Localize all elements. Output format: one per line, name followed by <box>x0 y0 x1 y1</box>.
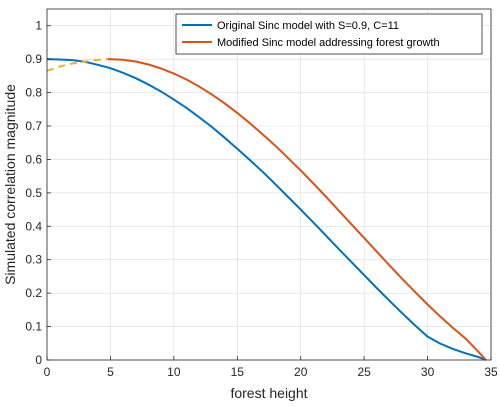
legend: Original Sinc model with S=0.9, C=11 Modi… <box>175 13 483 55</box>
series-layer <box>46 58 487 361</box>
series-line-0 <box>46 58 487 361</box>
y-tick-label: 1 <box>35 19 42 33</box>
x-tick-label: 20 <box>294 365 308 379</box>
y-axis-label: Simulated correlation magnitude <box>2 84 18 285</box>
series-line-1 <box>107 58 487 361</box>
tick-layer: 0 5 10 15 20 25 30 35 0 0.1 0.2 0.3 0.4 0.5 0.6 0.7 0.8 0… <box>25 19 498 379</box>
x-tick-label: 10 <box>167 365 181 379</box>
y-tick-label: 0 <box>35 353 42 367</box>
y-tick-label: 0.8 <box>25 86 42 100</box>
y-tick-label: 0.7 <box>25 119 42 133</box>
x-tick-label: 5 <box>107 365 114 379</box>
y-tick-label: 0.3 <box>25 253 42 267</box>
y-tick-label: 0.9 <box>25 52 42 66</box>
x-tick-label: 35 <box>484 365 498 379</box>
plot-frame <box>46 8 492 361</box>
series-line-2 <box>46 58 108 72</box>
legend-box <box>175 13 483 55</box>
y-tick-label: 0.2 <box>25 286 42 300</box>
y-tick-label: 0.5 <box>25 186 42 200</box>
x-tick-label: 0 <box>44 365 51 379</box>
legend-entry: Modified Sinc model addressing forest gr… <box>217 37 440 49</box>
y-tick-label: 0.1 <box>25 320 42 334</box>
x-axis-label: forest height <box>230 385 307 401</box>
grid <box>46 9 492 361</box>
x-tick-label: 30 <box>421 365 435 379</box>
x-tick-label: 25 <box>357 365 371 379</box>
y-tick-label: 0.4 <box>25 219 42 233</box>
legend-entry: Original Sinc model with S=0.9, C=11 <box>217 20 399 32</box>
y-tick-label: 0.6 <box>25 152 42 166</box>
x-tick-label: 15 <box>231 365 245 379</box>
